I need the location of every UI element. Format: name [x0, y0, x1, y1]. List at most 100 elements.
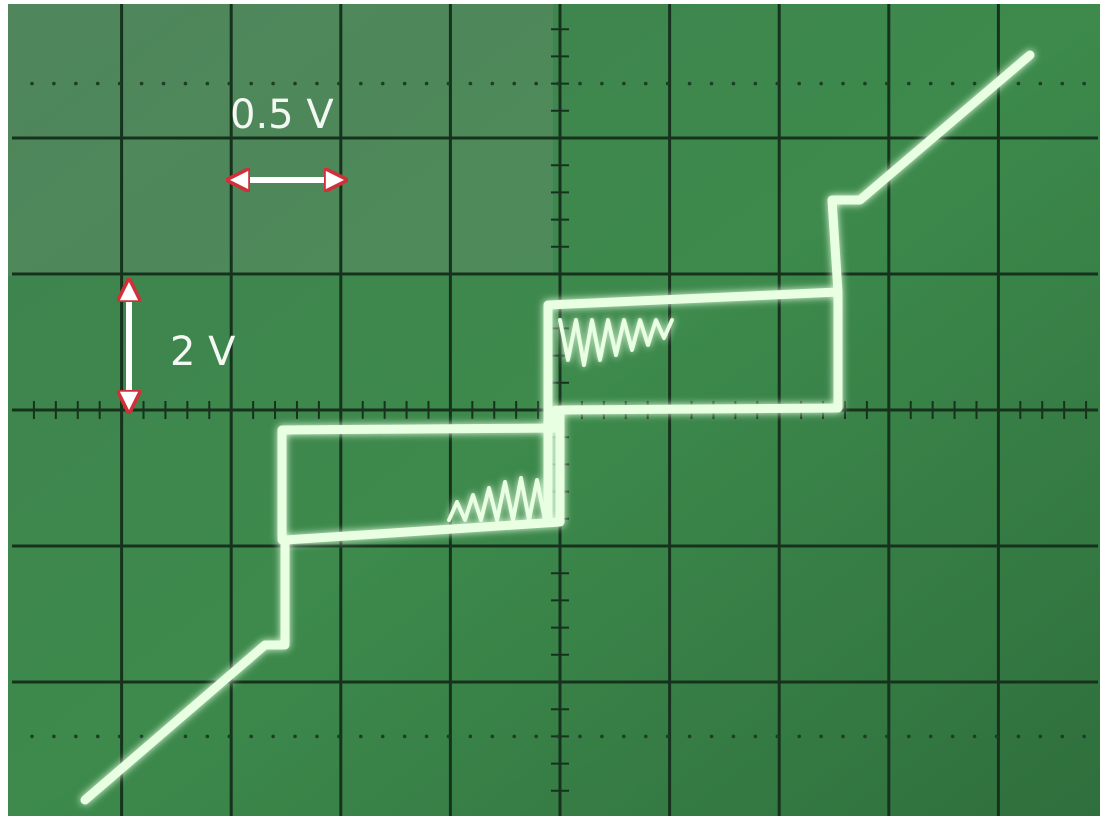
dotted-marker: [30, 81, 34, 86]
dotted-marker: [1038, 734, 1043, 739]
dotted-marker: [534, 81, 538, 86]
dotted-marker: [52, 81, 56, 86]
dotted-marker: [205, 81, 210, 86]
dotted-marker: [74, 734, 78, 739]
dotted-marker: [490, 734, 495, 739]
dotted-marker: [512, 81, 517, 86]
dotted-marker: [841, 734, 845, 739]
dotted-marker: [863, 81, 867, 86]
dotted-marker: [709, 734, 714, 739]
dotted-marker: [1016, 734, 1021, 739]
trace-noise-bottom: [447, 476, 547, 522]
trace-noise-top: [558, 318, 674, 367]
dotted-marker: [578, 734, 582, 739]
dotted-marker: [819, 81, 823, 86]
dotted-marker: [753, 81, 758, 86]
vertical-scale-label: 2 V: [170, 329, 236, 375]
dotted-marker: [52, 734, 56, 739]
dotted-marker: [753, 734, 758, 739]
dotted-marker: [183, 81, 188, 86]
dotted-marker: [907, 734, 911, 739]
dotted-marker: [731, 734, 736, 739]
dotted-marker: [775, 734, 780, 739]
trace-upper: [827, 50, 1035, 297]
dotted-marker: [907, 81, 911, 86]
dotted-marker: [578, 81, 582, 86]
dotted-marker: [731, 81, 736, 86]
trace: [80, 50, 1035, 805]
dotted-marker: [534, 734, 538, 739]
dotted-marker: [227, 81, 232, 86]
dotted-marker: [972, 734, 977, 739]
graticule: [12, 4, 1098, 816]
horizontal-scale-label: 0.5 V: [230, 92, 334, 138]
dotted-marker: [797, 734, 801, 739]
dotted-marker: [885, 81, 889, 86]
dotted-marker: [665, 734, 670, 739]
dotted-marker: [950, 734, 955, 739]
dotted-marker: [468, 734, 473, 739]
dotted-marker: [1060, 734, 1065, 739]
dotted-marker: [402, 734, 407, 739]
dotted-marker: [424, 734, 429, 739]
trace-hysteresis-left: [277, 405, 561, 545]
dotted-marker: [117, 81, 122, 86]
screen-glare: [8, 4, 553, 276]
dotted-marker: [512, 734, 517, 739]
dotted-marker: [1082, 81, 1086, 86]
dotted-marker: [359, 81, 363, 86]
dotted-marker: [1038, 81, 1043, 86]
dotted-marker: [315, 81, 319, 86]
dotted-marker: [622, 734, 626, 739]
dotted-marker: [1060, 81, 1065, 86]
dotted-marker: [380, 81, 385, 86]
dotted-marker: [117, 734, 122, 739]
dotted-marker: [643, 81, 648, 86]
dotted-marker: [643, 734, 648, 739]
dotted-marker: [775, 81, 780, 86]
dotted-marker: [30, 734, 34, 739]
dotted-marker: [622, 81, 626, 86]
dotted-marker: [1016, 81, 1021, 86]
dotted-marker: [337, 81, 341, 86]
dotted-marker: [797, 81, 801, 86]
dotted-marker: [183, 734, 188, 739]
dotted-marker: [359, 734, 363, 739]
dotted-marker: [74, 81, 78, 86]
dotted-marker: [249, 81, 253, 86]
dotted-marker: [271, 734, 275, 739]
dotted-marker: [709, 81, 714, 86]
dotted-marker: [841, 81, 845, 86]
dotted-marker: [994, 734, 999, 739]
dotted-marker: [95, 81, 100, 86]
dotted-marker: [928, 734, 933, 739]
dotted-marker: [315, 734, 319, 739]
dotted-marker: [600, 734, 604, 739]
dotted-marker: [600, 81, 604, 86]
dotted-marker: [205, 734, 210, 739]
dotted-marker: [139, 734, 144, 739]
dotted-marker: [468, 81, 473, 86]
dotted-marker: [1082, 734, 1086, 739]
dotted-marker: [687, 81, 692, 86]
dotted-marker: [227, 734, 232, 739]
dotted-marker: [293, 81, 297, 86]
dotted-marker: [950, 81, 955, 86]
dotted-marker: [446, 734, 451, 739]
dotted-marker: [139, 81, 144, 86]
dotted-marker: [556, 81, 560, 86]
dotted-marker: [161, 81, 166, 86]
dotted-marker: [337, 734, 341, 739]
dotted-marker: [863, 734, 867, 739]
dotted-marker: [293, 734, 297, 739]
dotted-marker: [402, 81, 407, 86]
dotted-marker: [885, 734, 889, 739]
dotted-marker: [687, 734, 692, 739]
dotted-marker: [271, 81, 275, 86]
dotted-marker: [665, 81, 670, 86]
dotted-marker: [424, 81, 429, 86]
dotted-marker: [556, 734, 560, 739]
dotted-marker: [928, 81, 933, 86]
